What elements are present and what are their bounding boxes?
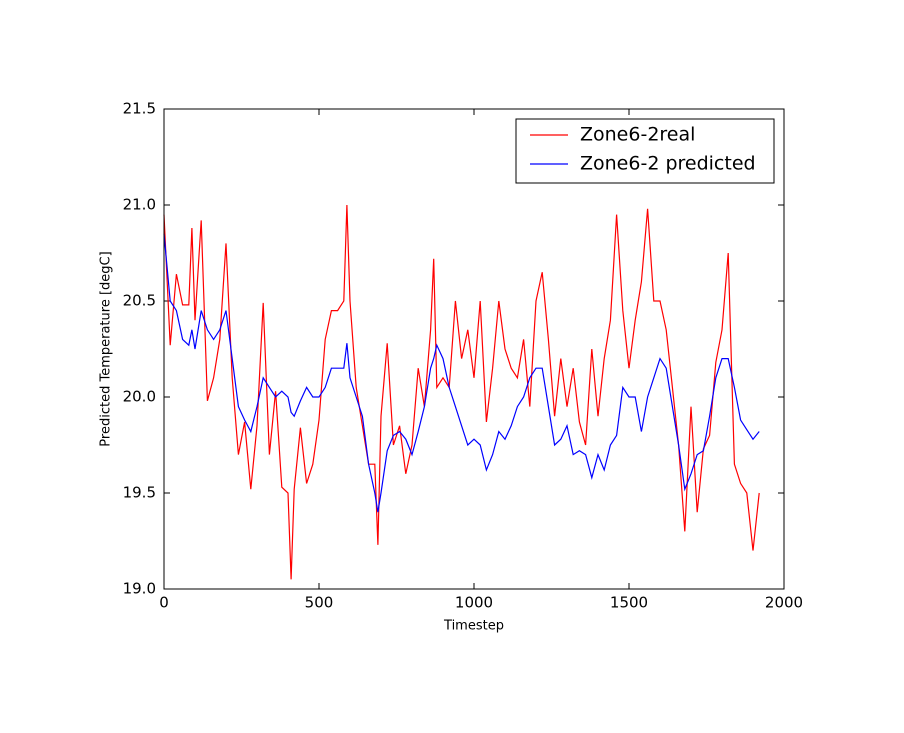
series-line <box>163 233 760 513</box>
series-line <box>163 204 760 580</box>
legend-box <box>515 118 775 184</box>
plot-frame <box>163 108 785 590</box>
y-tick-label: 21.0 <box>123 196 156 214</box>
x-tick-label: 500 <box>305 594 334 612</box>
legend-label: Zone6-2real <box>580 124 695 146</box>
x-tick-label: 2000 <box>765 594 803 612</box>
x-axis-label: Timestep <box>443 619 504 634</box>
y-tick-label: 20.0 <box>123 388 156 406</box>
legend-label: Zone6-2 predicted <box>580 153 756 175</box>
y-tick-label: 21.5 <box>123 100 156 118</box>
x-tick-label: 1500 <box>610 594 648 612</box>
x-tick-label: 0 <box>159 594 169 612</box>
y-axis-label: Predicted Temperature [degC] <box>99 251 114 446</box>
y-tick-label: 19.5 <box>123 484 156 502</box>
y-tick-label: 20.5 <box>123 292 156 310</box>
x-tick-label: 1000 <box>455 594 493 612</box>
y-tick-label: 19.0 <box>123 580 156 598</box>
